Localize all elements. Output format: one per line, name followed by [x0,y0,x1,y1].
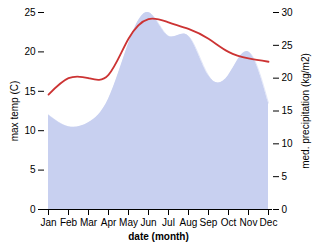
svg-text:20: 20 [24,46,36,57]
svg-text:Oct: Oct [221,217,237,228]
svg-text:Aug: Aug [180,217,198,228]
svg-text:10: 10 [24,125,36,136]
svg-text:Jul: Jul [162,217,175,228]
svg-text:0: 0 [282,204,288,215]
svg-text:med. precipitation (kg/m2): med. precipitation (kg/m2) [300,53,311,169]
svg-text:5: 5 [282,171,288,182]
svg-text:Jun: Jun [140,217,156,228]
svg-text:0: 0 [30,204,36,215]
svg-text:Sep: Sep [200,217,218,228]
svg-text:Dec: Dec [260,217,278,228]
svg-text:15: 15 [282,105,294,116]
svg-text:30: 30 [282,7,294,18]
svg-text:max temp (C): max temp (C) [9,81,20,142]
svg-text:May: May [119,217,138,228]
svg-text:Feb: Feb [60,217,78,228]
svg-text:Apr: Apr [101,217,117,228]
svg-text:15: 15 [24,86,36,97]
svg-text:5: 5 [30,164,36,175]
svg-text:10: 10 [282,138,294,149]
svg-text:25: 25 [282,40,294,51]
svg-text:25: 25 [24,7,36,18]
svg-text:date (month): date (month) [128,231,189,242]
svg-text:Nov: Nov [240,217,258,228]
svg-text:Mar: Mar [80,217,98,228]
svg-text:20: 20 [282,72,294,83]
svg-text:Jan: Jan [40,217,56,228]
